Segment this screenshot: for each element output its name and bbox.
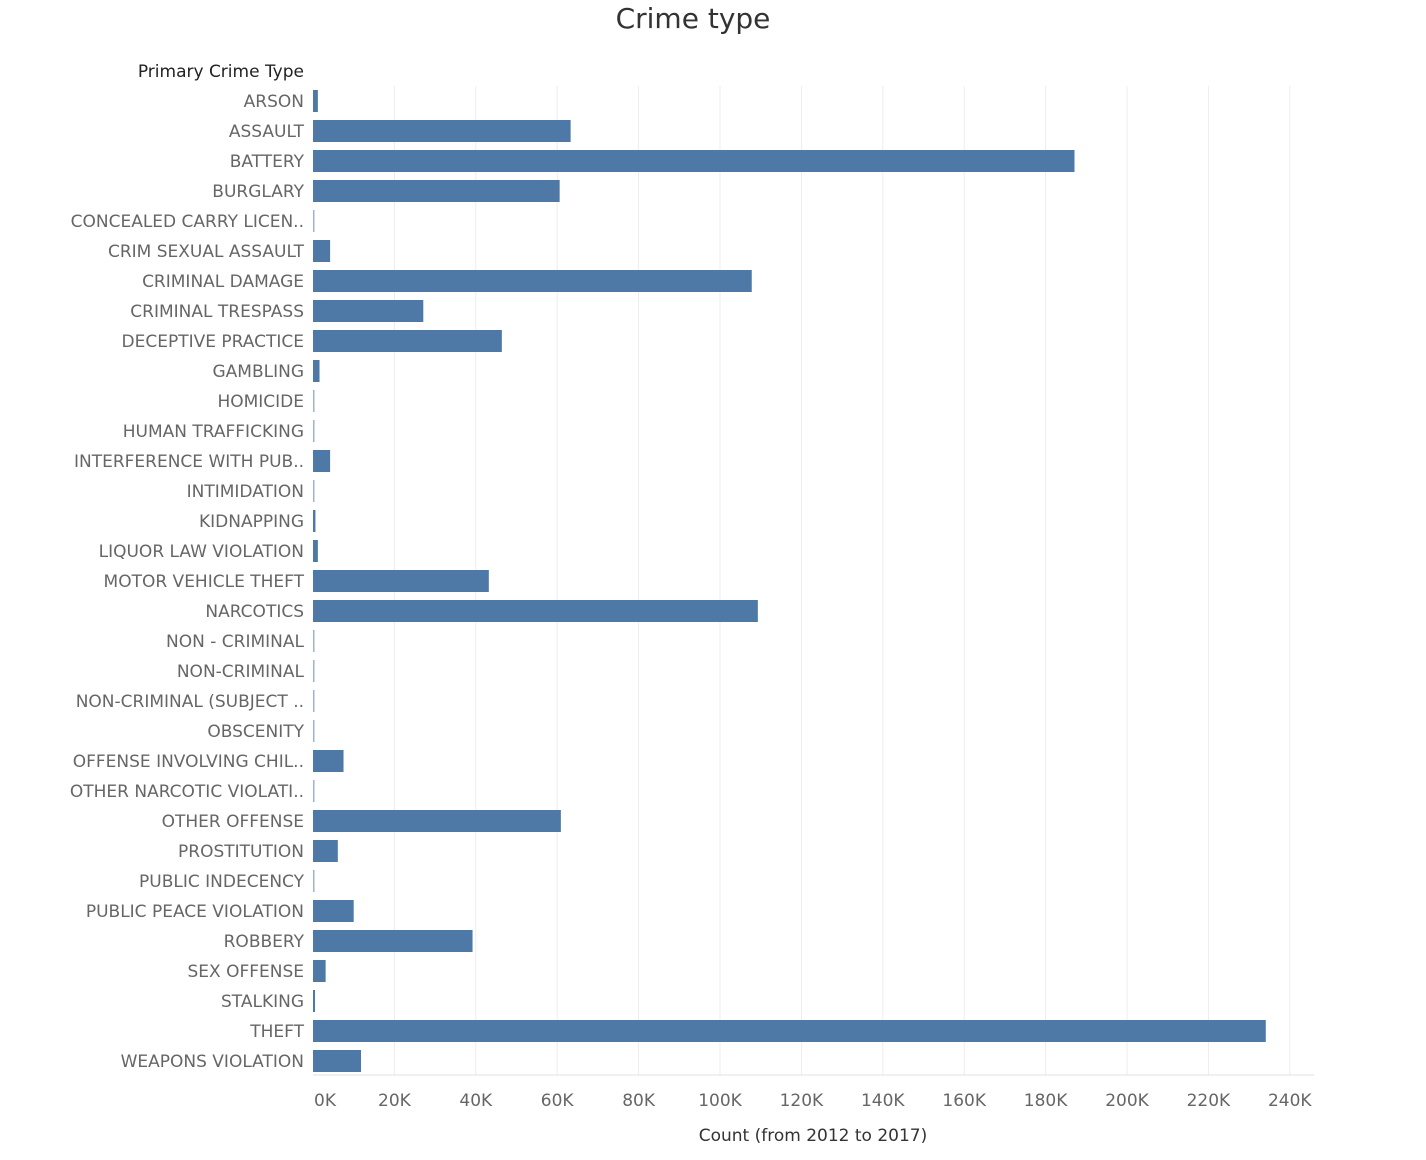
bar <box>313 420 315 442</box>
bar <box>313 390 315 412</box>
bar <box>313 840 338 862</box>
bar <box>313 570 489 592</box>
category-label: CONCEALED CARRY LICEN.. <box>71 212 304 232</box>
x-tick-label: 100K <box>698 1091 742 1111</box>
chart-title: Crime type <box>615 2 771 35</box>
bar <box>313 780 315 802</box>
category-label: OTHER OFFENSE <box>162 812 304 832</box>
category-label: INTIMIDATION <box>187 482 304 502</box>
category-label: PUBLIC PEACE VIOLATION <box>86 902 304 922</box>
x-tick-label: 220K <box>1187 1091 1231 1111</box>
category-label: CRIMINAL DAMAGE <box>142 272 304 292</box>
category-label: NON-CRIMINAL (SUBJECT .. <box>76 692 304 712</box>
bar <box>313 1050 362 1072</box>
bar <box>313 270 752 292</box>
category-label: BATTERY <box>230 152 305 172</box>
bar <box>313 360 320 382</box>
category-label: HUMAN TRAFFICKING <box>123 422 304 442</box>
grid-lines <box>393 86 1291 1075</box>
bar <box>313 810 561 832</box>
category-label: WEAPONS VIOLATION <box>121 1052 304 1072</box>
x-tick-label: 0K <box>314 1091 337 1111</box>
bar <box>313 660 315 682</box>
x-axis-label: Count (from 2012 to 2017) <box>699 1126 928 1146</box>
category-label: SEX OFFENSE <box>187 962 304 982</box>
category-label: KIDNAPPING <box>199 512 304 532</box>
category-label: HOMICIDE <box>217 392 304 412</box>
category-label: INTERFERENCE WITH PUB.. <box>74 452 304 472</box>
category-label: NARCOTICS <box>205 602 304 622</box>
category-label: ASSAULT <box>229 122 305 142</box>
bar <box>313 990 316 1012</box>
x-tick-label: 240K <box>1268 1091 1312 1111</box>
bars <box>313 90 1266 1072</box>
x-tick-label: 40K <box>459 1091 493 1111</box>
bar <box>313 450 331 472</box>
x-tick-label: 120K <box>780 1091 824 1111</box>
bar <box>313 600 758 622</box>
category-label: PUBLIC INDECENCY <box>139 872 305 892</box>
category-label: OBSCENITY <box>207 722 304 742</box>
category-label: LIQUOR LAW VIOLATION <box>99 542 304 562</box>
y-axis-header: Primary Crime Type <box>137 62 304 82</box>
x-tick-label: 200K <box>1105 1091 1149 1111</box>
x-tick-label: 160K <box>942 1091 986 1111</box>
x-tick-label: 60K <box>541 1091 575 1111</box>
bar <box>313 870 315 892</box>
x-axis-ticks: 0K 20K 40K 60K 80K 100K 120K 140K 160K 180K 200K 22… <box>314 1091 1312 1111</box>
bar <box>313 690 315 712</box>
bar <box>313 300 424 322</box>
category-labels: ARSON ASSAULT BATTERY BURGLARY CONCEALED CAR… <box>70 92 305 1072</box>
x-tick-label: 20K <box>378 1091 412 1111</box>
bar <box>313 150 1075 172</box>
category-label: GAMBLING <box>212 362 304 382</box>
category-label: NON-CRIMINAL <box>177 662 305 682</box>
bar <box>313 720 315 742</box>
bar <box>313 120 571 142</box>
x-tick-label: 80K <box>622 1091 656 1111</box>
category-label: DECEPTIVE PRACTICE <box>122 332 304 352</box>
bar <box>313 540 318 562</box>
bar <box>313 210 315 232</box>
bar <box>313 900 354 922</box>
category-label: ARSON <box>244 92 304 112</box>
category-label: CRIM SEXUAL ASSAULT <box>108 242 305 262</box>
bar <box>313 480 315 502</box>
category-label: OFFENSE INVOLVING CHIL.. <box>73 752 304 772</box>
bar <box>313 330 502 352</box>
bar <box>313 510 316 532</box>
category-label: NON - CRIMINAL <box>166 632 304 652</box>
category-label: THEFT <box>249 1022 304 1042</box>
x-tick-label: 180K <box>1024 1091 1068 1111</box>
category-label: ROBBERY <box>224 932 305 952</box>
bar <box>313 750 344 772</box>
bar <box>313 180 560 202</box>
x-tick-label: 140K <box>861 1091 905 1111</box>
category-label: STALKING <box>221 992 304 1012</box>
category-label: PROSTITUTION <box>178 842 304 862</box>
bar <box>313 240 331 262</box>
bar <box>313 930 473 952</box>
bar <box>313 630 315 652</box>
category-label: BURGLARY <box>212 182 304 202</box>
category-label: CRIMINAL TRESPASS <box>130 302 304 322</box>
category-label: OTHER NARCOTIC VIOLATI.. <box>70 782 304 802</box>
bar <box>313 960 326 982</box>
category-label: MOTOR VEHICLE THEFT <box>104 572 305 592</box>
bar <box>313 1020 1266 1042</box>
bar <box>313 90 318 112</box>
